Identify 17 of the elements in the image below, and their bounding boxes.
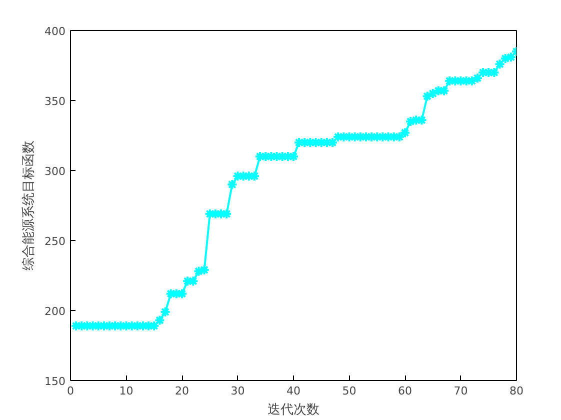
x-tick-label: 80 xyxy=(510,384,524,398)
y-tick-label: 250 xyxy=(44,235,66,248)
y-tick-label: 300 xyxy=(44,165,66,178)
x-tick-label: 10 xyxy=(119,384,134,398)
x-tick-label: 60 xyxy=(398,384,412,398)
x-tick-label: 40 xyxy=(286,384,300,398)
x-tick-label: 50 xyxy=(342,384,356,398)
y-tick-label: 200 xyxy=(44,305,66,318)
x-axis-title: 迭代次数 xyxy=(268,402,320,418)
y-tick-label: 350 xyxy=(44,95,66,108)
x-tick-label: 20 xyxy=(175,384,189,398)
x-tick-label: 30 xyxy=(230,384,245,398)
y-axis-title: 综合能源系统目标函数 xyxy=(22,140,37,270)
y-tick-label: 400 xyxy=(44,25,66,38)
x-tick-label: 70 xyxy=(454,384,468,398)
y-tick-label: 150 xyxy=(44,375,66,388)
x-tick-label: 0 xyxy=(67,384,74,398)
